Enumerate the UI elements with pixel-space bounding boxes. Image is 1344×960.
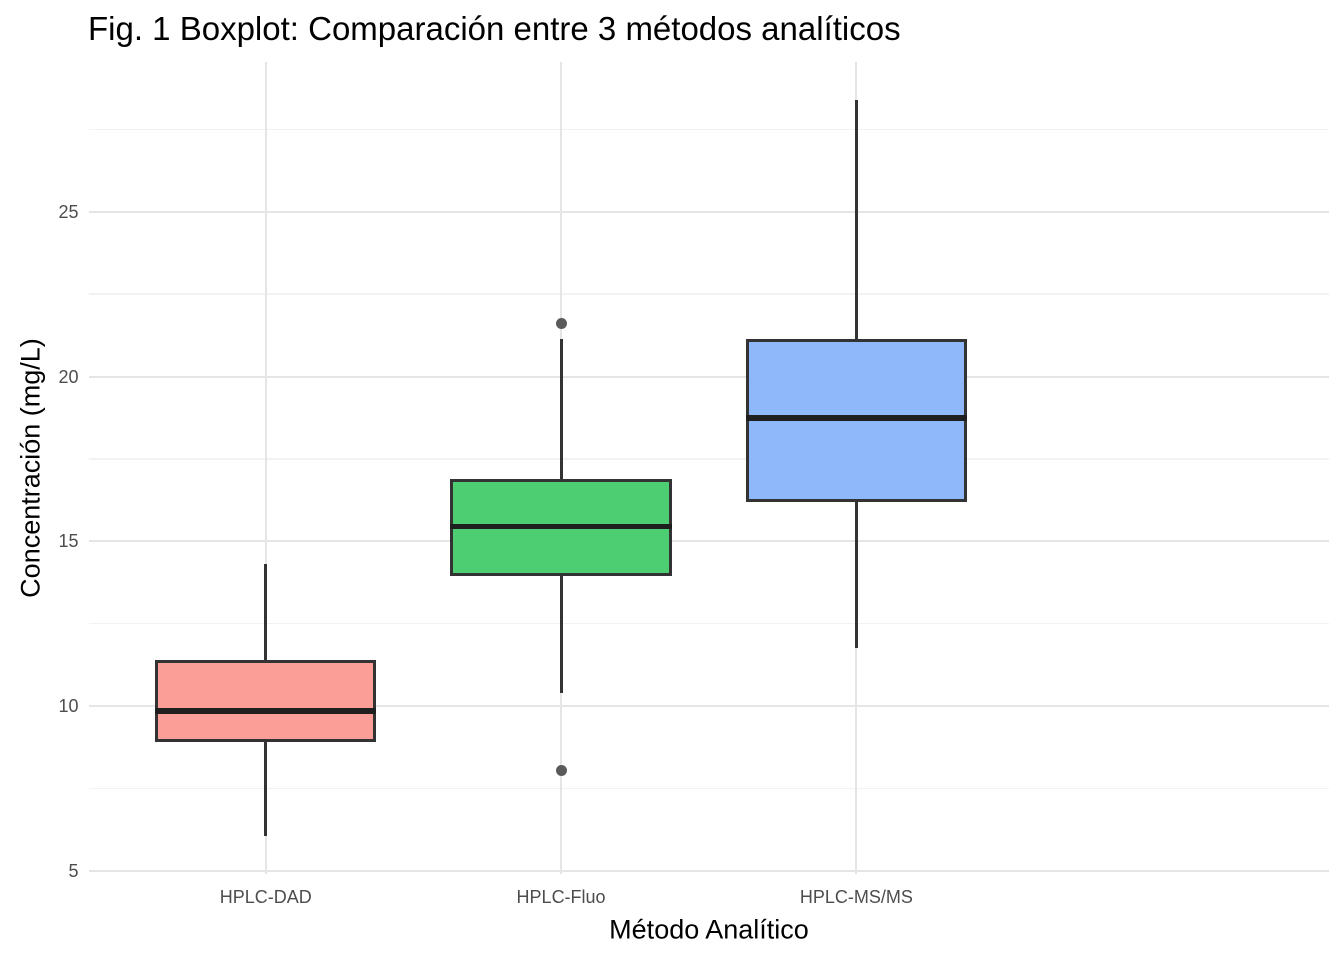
gridline-major-y-15 <box>88 540 1329 543</box>
gridline-major-y-10 <box>88 705 1329 707</box>
y-axis-tick-label: 5 <box>68 860 79 881</box>
y-axis-tick-label: 15 <box>58 531 79 552</box>
plot-panel <box>88 62 1329 874</box>
gridline-major-y-5 <box>88 869 1329 872</box>
gridline-minor-y-17.5 <box>88 458 1329 460</box>
x-axis-tick-label: HPLC-Fluo <box>516 887 606 907</box>
gridline-minor-y-7.5 <box>88 787 1329 790</box>
outlier-dot <box>555 318 567 330</box>
median-line <box>450 523 672 530</box>
gridline-minor-y-12.5 <box>88 622 1329 625</box>
median-line <box>745 415 968 421</box>
median-line <box>154 708 377 714</box>
gridline-minor-y-27.5 <box>88 128 1329 131</box>
chart-title: Fig. 1 Boxplot: Comparación entre 3 méto… <box>88 10 901 47</box>
gridline-minor-y-22.5 <box>88 293 1329 295</box>
y-axis-tick-label: 10 <box>58 696 79 716</box>
gridline-major-y-20 <box>88 375 1329 378</box>
x-axis-title: Método Analítico <box>609 914 809 945</box>
y-axis-tick-label: 20 <box>58 366 79 387</box>
x-axis-tick-label: HPLC-MS/MS <box>799 887 913 907</box>
gridline-major-x-1 <box>264 62 267 874</box>
gridline-major-y-25 <box>88 210 1329 213</box>
x-axis-tick-label: HPLC-DAD <box>219 887 312 907</box>
outlier-dot <box>555 764 567 776</box>
y-axis-tick-label: 25 <box>58 201 79 222</box>
iqr-box <box>154 659 377 743</box>
